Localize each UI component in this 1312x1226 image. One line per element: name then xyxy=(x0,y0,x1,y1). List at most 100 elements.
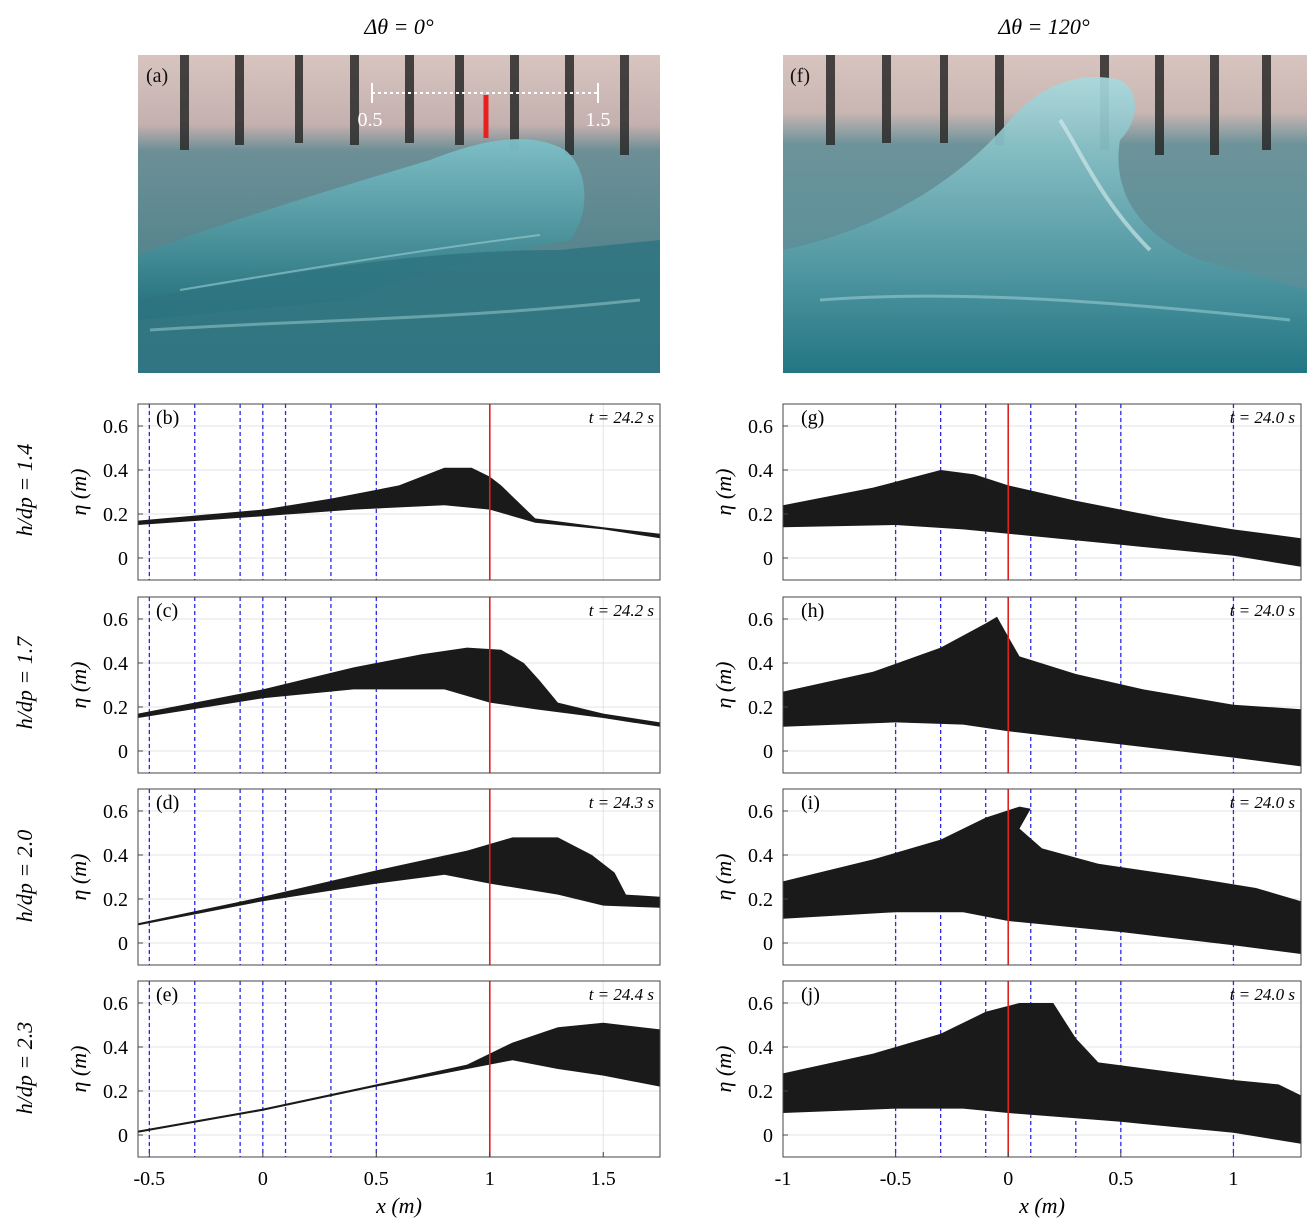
surface-profile xyxy=(783,806,1301,954)
y-axis-label: η (m) xyxy=(66,469,91,516)
y-tick-label: 0.4 xyxy=(748,1037,773,1059)
y-tick-label: 0.2 xyxy=(103,1081,128,1103)
chart-panel-e: 0 0.2 0.4 0.6 -0.5 0 0.5 1 1.5 x (m) η (m) (e) t = 2… xyxy=(66,980,661,1218)
y-tick-label: 0 xyxy=(763,933,773,955)
column-title-left: Δθ = 0° xyxy=(363,14,434,39)
y-tick-label: 0.2 xyxy=(103,504,128,526)
y-axis-label: η (m) xyxy=(711,854,736,901)
surface-profile xyxy=(783,616,1301,767)
y-tick-label: 0.4 xyxy=(748,460,773,482)
panel-label-d: (d) xyxy=(156,792,179,814)
axes-frame xyxy=(782,596,1302,774)
surface-profile xyxy=(138,837,660,926)
x-axis-label: x (m) xyxy=(375,1193,422,1218)
time-label: t = 24.0 s xyxy=(1230,408,1296,427)
time-label: t = 24.4 s xyxy=(589,985,655,1004)
y-tick-label: 0.4 xyxy=(103,460,128,482)
y-axis-label: η (m) xyxy=(66,854,91,901)
panel-label-c: (c) xyxy=(156,600,178,622)
x-tick-label: 0 xyxy=(258,1168,268,1190)
y-tick-label: 0.6 xyxy=(748,416,773,438)
surface-profile xyxy=(783,1003,1301,1144)
y-tick-label: 0.4 xyxy=(103,653,128,675)
y-tick-label: 0 xyxy=(118,548,128,570)
axes-frame xyxy=(782,403,1302,581)
x-tick-label: -0.5 xyxy=(134,1168,166,1190)
x-tick-label: -0.5 xyxy=(880,1168,912,1190)
surface-profile xyxy=(783,470,1301,567)
time-label: t = 24.0 s xyxy=(1230,601,1296,620)
x-tick-label: 0 xyxy=(1003,1168,1013,1190)
surface-profile xyxy=(138,1022,660,1133)
scale-right-label: 1.5 xyxy=(586,109,611,131)
y-axis-label: η (m) xyxy=(711,1046,736,1093)
y-tick-label: 0 xyxy=(763,741,773,763)
y-tick-label: 0.2 xyxy=(748,504,773,526)
y-tick-label: 0.4 xyxy=(103,845,128,867)
row-label-1: h/dp = 1.4 xyxy=(12,444,37,536)
photo-a: 0.5 1.5 (a) xyxy=(138,55,660,373)
y-tick-label: 0.6 xyxy=(748,801,773,823)
y-tick-label: 0.4 xyxy=(748,845,773,867)
y-tick-label: 0.6 xyxy=(103,993,128,1015)
y-tick-label: 0 xyxy=(118,1125,128,1147)
chart-panel-b: 0 0.2 0.4 0.6 η (m) (b) t = 24.2 s xyxy=(66,403,661,581)
y-tick-label: 0.2 xyxy=(748,697,773,719)
panel-label-h: (h) xyxy=(801,600,824,622)
panel-label-i: (i) xyxy=(801,792,820,814)
x-tick-label: 1 xyxy=(1228,1168,1238,1190)
y-tick-label: 0.6 xyxy=(748,609,773,631)
y-tick-label: 0.4 xyxy=(748,653,773,675)
y-tick-label: 0.6 xyxy=(103,416,128,438)
y-tick-label: 0.2 xyxy=(103,889,128,911)
y-tick-label: 0 xyxy=(118,741,128,763)
panel-label-e: (e) xyxy=(156,984,178,1006)
pillars-a xyxy=(180,55,629,155)
scale-left-label: 0.5 xyxy=(358,109,383,131)
y-tick-label: 0.6 xyxy=(103,801,128,823)
time-label: t = 24.0 s xyxy=(1230,793,1296,812)
time-label: t = 24.3 s xyxy=(589,793,655,812)
time-label: t = 24.0 s xyxy=(1230,985,1296,1004)
row-label-4: h/dp = 2.3 xyxy=(12,1022,37,1114)
photo-f: (f) xyxy=(783,55,1307,374)
panel-label-a: (a) xyxy=(146,65,168,87)
y-axis-label: η (m) xyxy=(66,1046,91,1093)
chart-panel-c: 0 0.2 0.4 0.6 η (m) (c) t = 24.2 s xyxy=(66,596,661,774)
y-axis-label: η (m) xyxy=(711,469,736,516)
y-tick-label: 0.2 xyxy=(103,697,128,719)
panel-label-f: (f) xyxy=(790,65,810,87)
chart-panel-h: 0 0.2 0.4 0.6 η (m) (h) t = 24.0 s xyxy=(711,596,1302,774)
chart-panel-d: 0 0.2 0.4 0.6 η (m) (d) t = 24.3 s xyxy=(66,788,661,966)
chart-panel-i: 0 0.2 0.4 0.6 η (m) (i) t = 24.0 s xyxy=(711,788,1302,966)
row-label-2: h/dp = 1.7 xyxy=(12,636,37,729)
axes-frame xyxy=(137,403,661,581)
y-axis-label: η (m) xyxy=(66,662,91,709)
chart-panel-j: 0 0.2 0.4 0.6 -1 -0.5 0 0.5 1 x (m) η (m) (j) t = 24… xyxy=(711,980,1302,1218)
axes-frame xyxy=(137,788,661,966)
y-tick-label: 0 xyxy=(763,1125,773,1147)
chart-panel-g: 0 0.2 0.4 0.6 η (m) (g) t = 24.0 s xyxy=(711,403,1302,581)
y-tick-label: 0.2 xyxy=(748,889,773,911)
x-tick-label: 1 xyxy=(485,1168,495,1190)
x-axis-label: x (m) xyxy=(1018,1193,1065,1218)
y-tick-label: 0.4 xyxy=(103,1037,128,1059)
axes-frame xyxy=(782,788,1302,966)
axes-frame xyxy=(137,980,661,1158)
column-title-right: Δθ = 120° xyxy=(997,14,1090,39)
axes-frame xyxy=(137,596,661,774)
axes-frame xyxy=(782,980,1302,1158)
panel-label-g: (g) xyxy=(801,407,824,429)
surface-profile xyxy=(138,647,660,727)
y-tick-label: 0.6 xyxy=(103,609,128,631)
x-tick-label: 0.5 xyxy=(364,1168,389,1190)
y-axis-label: η (m) xyxy=(711,662,736,709)
y-tick-label: 0.2 xyxy=(748,1081,773,1103)
surface-profile xyxy=(138,467,660,539)
y-tick-label: 0.6 xyxy=(748,993,773,1015)
row-label-3: h/dp = 2.0 xyxy=(12,830,37,922)
panel-label-b: (b) xyxy=(156,407,179,429)
y-tick-label: 0 xyxy=(763,548,773,570)
time-label: t = 24.2 s xyxy=(589,408,655,427)
